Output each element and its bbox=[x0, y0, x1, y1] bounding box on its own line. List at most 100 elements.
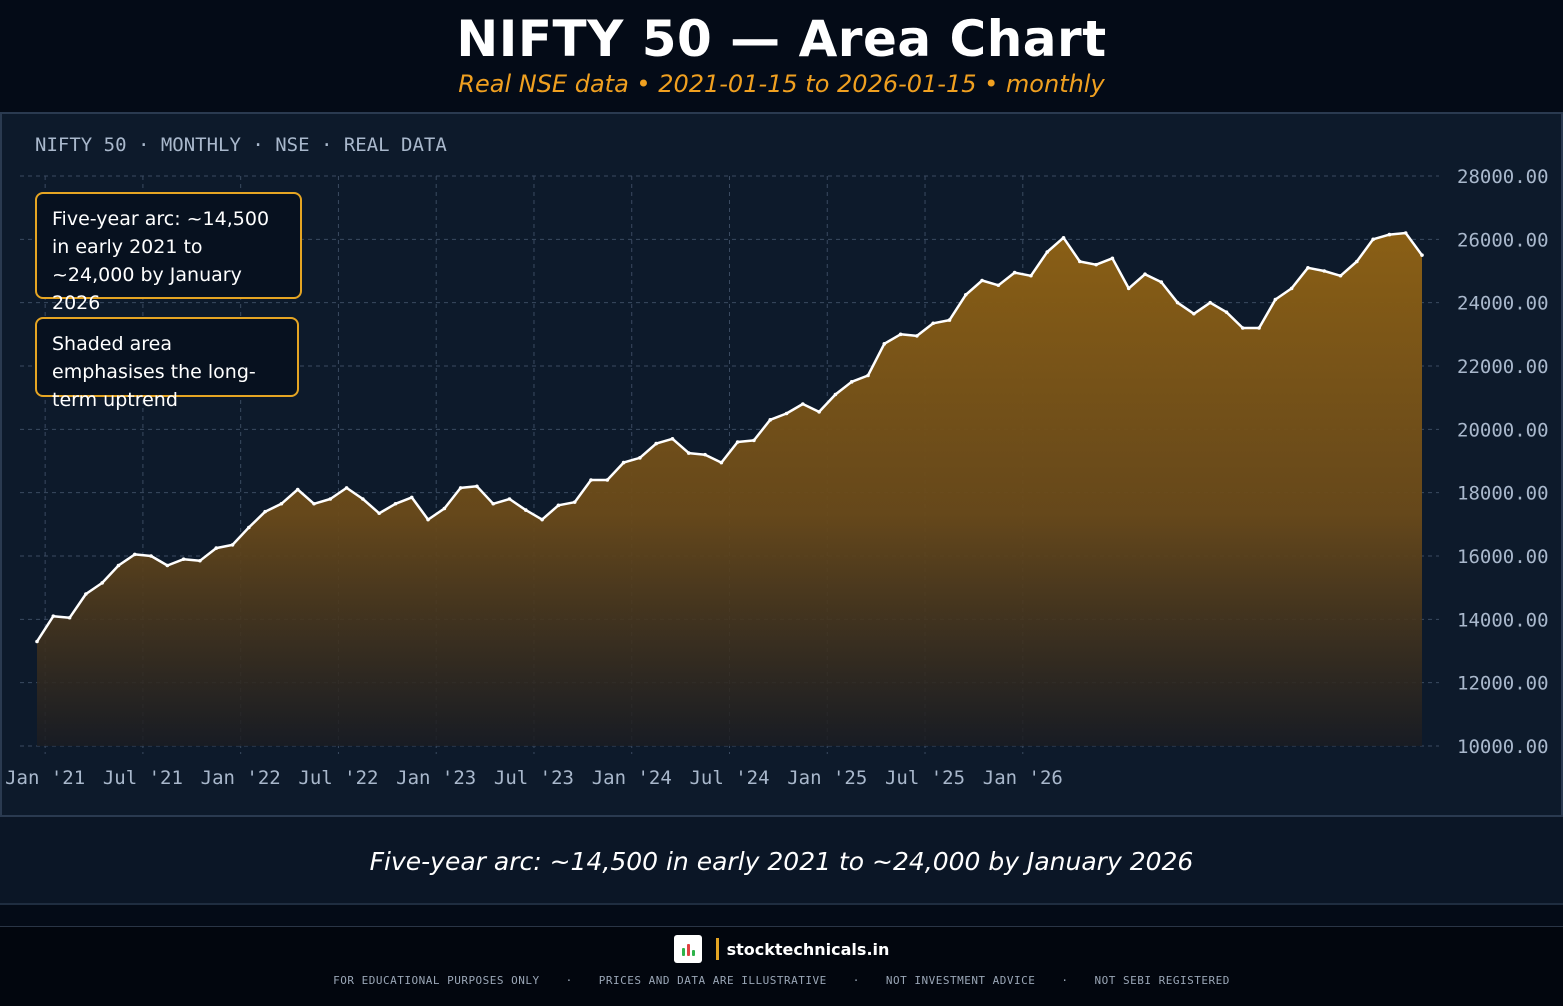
data-point bbox=[1371, 237, 1375, 242]
y-tick-label: 28000.00 bbox=[1457, 166, 1549, 188]
data-point bbox=[426, 517, 430, 522]
disclaimer-item: FOR EDUCATIONAL PURPOSES ONLY bbox=[333, 974, 540, 987]
data-point bbox=[312, 501, 316, 506]
data-point bbox=[1175, 300, 1180, 305]
data-point bbox=[915, 334, 919, 338]
data-point bbox=[35, 639, 39, 644]
chart-panel: 28000.00 26000.00 24000.00 22000.00 20000.00… bbox=[0, 112, 1563, 817]
y-tick-label: 24000.00 bbox=[1457, 293, 1549, 315]
data-point bbox=[784, 411, 789, 416]
disclaimer-row: FOR EDUCATIONAL PURPOSES ONLY · PRICES AND… bbox=[333, 974, 1230, 987]
data-point bbox=[1159, 280, 1164, 284]
x-tick-label: Jan '24 bbox=[592, 767, 672, 789]
data-point bbox=[230, 543, 235, 547]
x-tick-label: Jul '21 bbox=[103, 767, 183, 789]
footer: stocktechnicals.in FOR EDUCATIONAL PURPO… bbox=[0, 926, 1563, 1006]
area-fill bbox=[37, 233, 1422, 746]
price-line bbox=[35, 231, 1424, 643]
y-axis-ticks: 28000.00 26000.00 24000.00 22000.00 20000.00… bbox=[1457, 166, 1549, 758]
disclaimer-item: NOT INVESTMENT ADVICE bbox=[885, 974, 1036, 987]
data-point bbox=[1192, 311, 1196, 316]
data-point bbox=[654, 441, 658, 446]
data-point bbox=[801, 402, 805, 406]
data-point bbox=[572, 500, 577, 504]
x-tick-label: Jan '21 bbox=[5, 767, 85, 789]
data-point bbox=[328, 497, 333, 501]
data-point bbox=[768, 418, 773, 422]
data-point bbox=[116, 563, 121, 568]
panel-label: NIFTY 50 · MONTHLY · NSE · REAL DATA bbox=[35, 134, 447, 156]
x-tick-label: Jan '26 bbox=[983, 767, 1063, 789]
brand-logo-icon bbox=[673, 935, 702, 963]
data-point bbox=[1094, 262, 1098, 267]
y-tick-label: 16000.00 bbox=[1457, 546, 1549, 568]
data-point bbox=[1240, 326, 1245, 330]
data-point bbox=[752, 438, 756, 443]
data-point bbox=[556, 503, 561, 508]
data-point bbox=[100, 581, 104, 585]
data-point bbox=[1110, 256, 1115, 261]
data-point bbox=[1306, 266, 1310, 270]
chart-caption: Five-year arc: ~14,500 in early 2021 to … bbox=[369, 847, 1194, 876]
data-point bbox=[1322, 269, 1327, 273]
data-point bbox=[866, 373, 870, 378]
y-tick-label: 14000.00 bbox=[1457, 609, 1549, 631]
data-point bbox=[980, 278, 984, 283]
data-point bbox=[621, 460, 626, 465]
data-point bbox=[817, 410, 821, 414]
data-point bbox=[524, 508, 528, 512]
data-point bbox=[1338, 273, 1343, 278]
data-point bbox=[393, 501, 398, 506]
data-point bbox=[475, 484, 479, 489]
x-tick-label: Jan '22 bbox=[201, 767, 281, 789]
data-point bbox=[149, 554, 153, 558]
brand: stocktechnicals.in bbox=[0, 935, 1563, 963]
data-point bbox=[507, 497, 512, 501]
y-tick-label: 26000.00 bbox=[1457, 229, 1549, 251]
brand-divider bbox=[715, 938, 719, 960]
data-point bbox=[247, 525, 251, 530]
data-point bbox=[1029, 273, 1033, 278]
data-point bbox=[165, 563, 170, 568]
data-point bbox=[670, 437, 675, 441]
annotation-box: Shaded area emphasises the long-term upt… bbox=[35, 317, 299, 411]
y-tick-label: 18000.00 bbox=[1457, 483, 1549, 505]
data-point bbox=[409, 495, 414, 500]
x-axis-ticks: Jan '21 Jul '21 Jan '22 Jul '22 Jan '23 Jul '… bbox=[5, 767, 1063, 789]
disclaimer-item: NOT SEBI REGISTERED bbox=[1094, 974, 1230, 987]
y-tick-label: 12000.00 bbox=[1457, 673, 1549, 695]
data-point bbox=[719, 460, 724, 465]
x-tick-label: Jan '25 bbox=[787, 767, 867, 789]
data-point bbox=[132, 552, 137, 557]
data-point bbox=[198, 558, 202, 563]
brand-name: stocktechnicals.in bbox=[726, 939, 890, 959]
data-point bbox=[1387, 232, 1392, 237]
data-point bbox=[1224, 310, 1229, 314]
data-point bbox=[458, 486, 463, 490]
data-point bbox=[295, 487, 300, 492]
data-point bbox=[931, 321, 935, 326]
data-point bbox=[361, 497, 365, 501]
data-point bbox=[540, 517, 544, 522]
x-tick-label: Jul '24 bbox=[689, 767, 769, 789]
chart-header: NIFTY 50 — Area Chart Real NSE data • 20… bbox=[0, 0, 1563, 112]
data-point bbox=[377, 511, 381, 516]
data-point bbox=[1420, 253, 1424, 257]
x-tick-label: Jul '23 bbox=[494, 767, 574, 789]
data-point bbox=[963, 292, 968, 297]
data-point bbox=[833, 392, 838, 397]
disclaimer-item: PRICES AND DATA ARE ILLUSTRATIVE bbox=[598, 974, 827, 987]
data-point bbox=[1045, 250, 1050, 254]
data-point bbox=[898, 332, 903, 337]
data-point bbox=[703, 452, 707, 457]
data-point bbox=[1208, 300, 1212, 305]
chart-title: NIFTY 50 — Area Chart bbox=[456, 10, 1107, 68]
data-point bbox=[1273, 297, 1278, 302]
data-point bbox=[947, 318, 952, 322]
x-tick-label: Jul '25 bbox=[885, 767, 965, 789]
x-tick-label: Jan '23 bbox=[396, 767, 476, 789]
data-point bbox=[605, 478, 610, 482]
data-point bbox=[1257, 326, 1261, 330]
data-point bbox=[181, 557, 186, 561]
data-point bbox=[263, 509, 267, 514]
